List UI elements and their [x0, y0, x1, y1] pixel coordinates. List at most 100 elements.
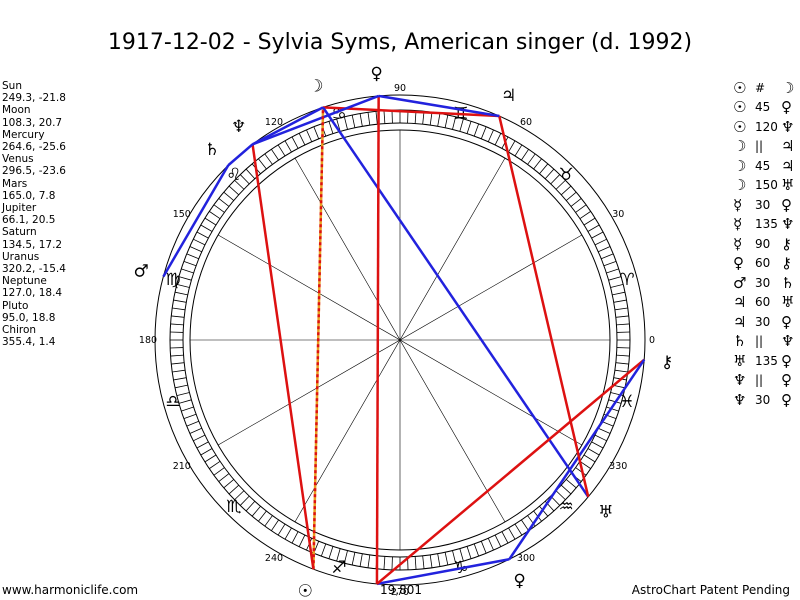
aspect-planet-2: ♄: [781, 273, 795, 292]
aspect-planet-2: ⚷: [781, 254, 792, 273]
planet-name: Neptune: [2, 275, 47, 288]
aquarius-icon: ♒: [559, 497, 574, 517]
aspect-planet-2: ⚷: [781, 234, 792, 253]
moon-icon: ☽: [308, 77, 323, 97]
degree-tick: [473, 123, 480, 137]
degree-label: 60: [520, 117, 532, 128]
degree-tick: [437, 113, 441, 127]
degree-tick: [176, 392, 190, 397]
degree-tick: [367, 112, 371, 126]
aspect-type: ||: [755, 334, 764, 349]
aspect-row: ☉ 45 ♀: [733, 98, 799, 118]
planet-coords: 66.1, 20.5: [2, 214, 56, 227]
degree-tick: [591, 231, 604, 239]
planet-name: Sun: [2, 80, 22, 92]
aspect-type: 45: [755, 158, 771, 173]
degree-tick: [234, 179, 245, 190]
degree-tick: [306, 129, 313, 142]
degree-tick: [614, 307, 628, 311]
sun-icon: ☉: [298, 582, 313, 600]
aspect-planet-1: ☽: [733, 137, 747, 156]
aspect-planet-1: ♀: [733, 254, 744, 273]
aspect-planet-1: ☽: [733, 176, 747, 195]
degree-label: 180: [139, 335, 157, 346]
degree-tick: [170, 354, 184, 357]
degree-tick: [172, 307, 186, 311]
planet-name: Uranus: [2, 250, 40, 263]
degree-tick: [264, 153, 273, 165]
aspect-row: ☽ || ♃: [733, 137, 799, 157]
degree-tick: [480, 541, 487, 554]
degree-tick: [174, 384, 188, 389]
aspect-planet-1: ♆: [733, 390, 747, 409]
degree-tick: [351, 552, 356, 566]
degree-tick: [514, 523, 523, 536]
degree-tick: [223, 479, 235, 489]
aspect-planet-1: ♅: [733, 351, 747, 370]
degree-tick: [514, 144, 523, 157]
degree-tick: [527, 153, 536, 165]
degree-tick: [218, 473, 230, 482]
planet-coords: 95.0, 18.8: [2, 311, 56, 324]
aspect-type: 30: [755, 314, 771, 329]
aspect-planet-2: ♆: [781, 332, 795, 351]
degree-tick: [459, 118, 464, 132]
degree-label: 120: [265, 117, 283, 128]
aspect-row: ♆ 30 ♀: [733, 390, 799, 410]
degree-tick: [575, 467, 587, 476]
degree-tick: [172, 369, 186, 373]
degree-tick: [204, 217, 217, 226]
aspect-type: 90: [755, 236, 771, 251]
degree-label: 0: [649, 335, 655, 346]
aspect-planet-2: ♅: [781, 176, 795, 195]
virgo-icon: ♍: [165, 270, 180, 290]
aspect-type: 135: [755, 353, 778, 368]
degree-tick: [170, 323, 184, 326]
aspect-planet-2: ♀: [781, 371, 792, 390]
degree-tick: [466, 546, 472, 559]
pisces-icon: ♓: [619, 392, 634, 412]
degree-tick: [501, 531, 509, 544]
planet-positions-list: Sun 249.3, -21.8 Moon 108.3, 20.7 Mercury 264…: [2, 80, 66, 348]
degree-label: 240: [265, 553, 283, 564]
aspect-type: 135: [755, 217, 778, 232]
degree-tick: [560, 185, 572, 196]
degree-tick: [284, 140, 292, 153]
aspect-planet-2: ☽: [781, 78, 795, 97]
chiron-icon: ⚷: [661, 352, 673, 372]
aspect-row: ♃ 60 ♅: [733, 293, 799, 313]
pluto-icon: ♀: [370, 64, 382, 84]
degree-tick: [320, 543, 327, 557]
aspect-line: [322, 106, 590, 498]
planet-coords: 264.6, -25.6: [2, 141, 66, 154]
degree-tick: [245, 168, 256, 180]
degree-tick: [173, 299, 187, 303]
degree-tick: [444, 114, 449, 128]
degree-tick: [298, 534, 306, 547]
aspect-row: ♀ 60 ⚷: [733, 254, 799, 274]
site-link[interactable]: www.harmoniclife.com: [2, 583, 139, 597]
degree-tick: [437, 553, 441, 567]
degree-tick: [174, 291, 188, 296]
aspect-planet-1: ☉: [733, 117, 747, 136]
degree-tick: [277, 523, 286, 536]
degree-tick: [298, 133, 306, 146]
degree-tick: [615, 315, 629, 318]
planet-name: Venus: [2, 153, 34, 166]
planet-name: Chiron: [2, 324, 37, 337]
degree-label: 90: [394, 83, 406, 94]
degree-tick: [429, 554, 433, 568]
degree-tick: [171, 362, 185, 365]
degree-tick: [343, 550, 348, 564]
sagittarius-icon: ♐: [332, 558, 347, 578]
degree-tick: [452, 116, 457, 130]
degree-tick: [313, 126, 320, 139]
aspect-row: ☉ # ☽: [733, 78, 799, 98]
house-spoke: [217, 234, 583, 446]
degree-tick: [176, 283, 190, 288]
aspect-row: ♂ 30 ♄: [733, 273, 799, 293]
degree-tick: [594, 434, 607, 442]
outer-ring: [154, 94, 646, 586]
degree-tick: [466, 121, 472, 134]
